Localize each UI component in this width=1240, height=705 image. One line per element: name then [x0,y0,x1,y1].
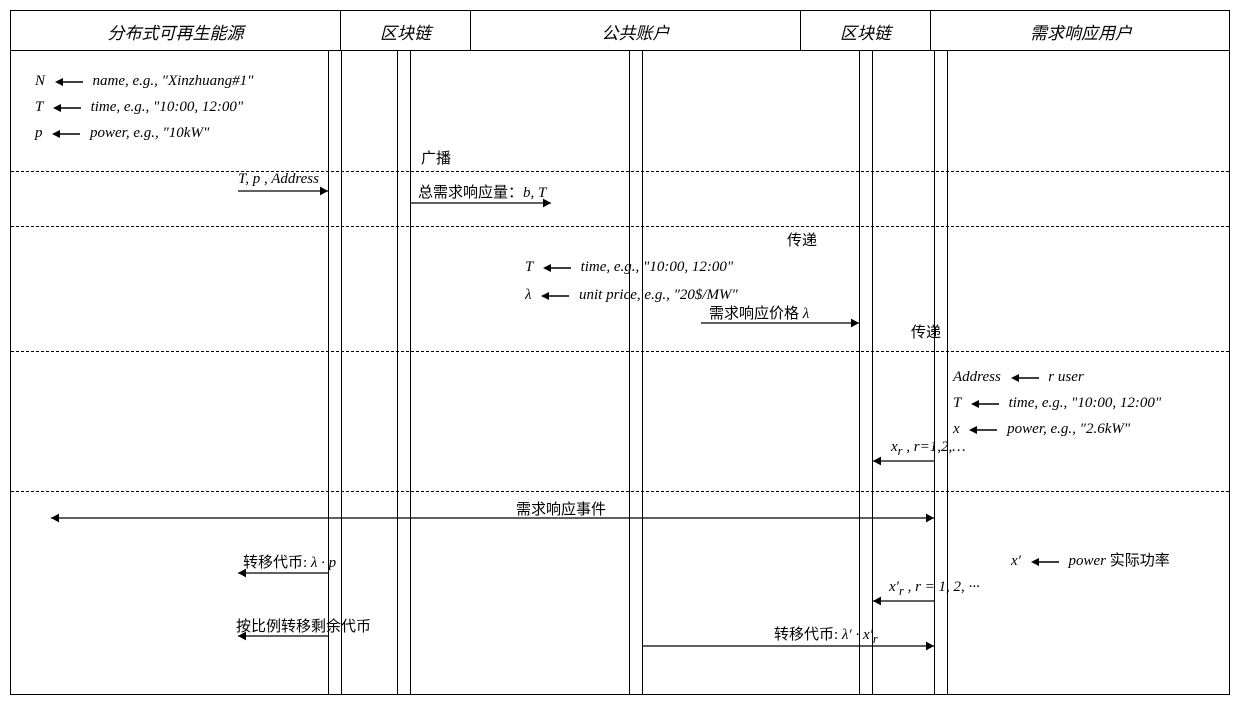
pass2-label: 传递 [911,321,941,342]
a9-label: 转移代币: λ′ · x′r [774,623,878,647]
a3-label: 需求响应价格 λ [709,302,809,323]
a2-label: 总需求响应量：b, T [418,181,546,202]
arrows-layer [11,11,1231,696]
a5-bi-label: 需求响应事件 [516,498,606,519]
a1-label: T, p , Address [238,171,319,188]
a8-label: 按比例转移剩余代币 [236,615,371,636]
broadcast-label: 广播 [421,147,451,168]
sequence-diagram: 分布式可再生能源 区块链 公共账户 区块链 需求响应用户 N name, e.g… [10,10,1230,695]
pass1-label: 传递 [787,229,817,250]
a4-label: xr , r=1,2,… [891,439,966,459]
a7-label: x′r , r = 1, 2, ··· [889,579,980,599]
a6-label: 转移代币: λ · p [243,551,336,572]
